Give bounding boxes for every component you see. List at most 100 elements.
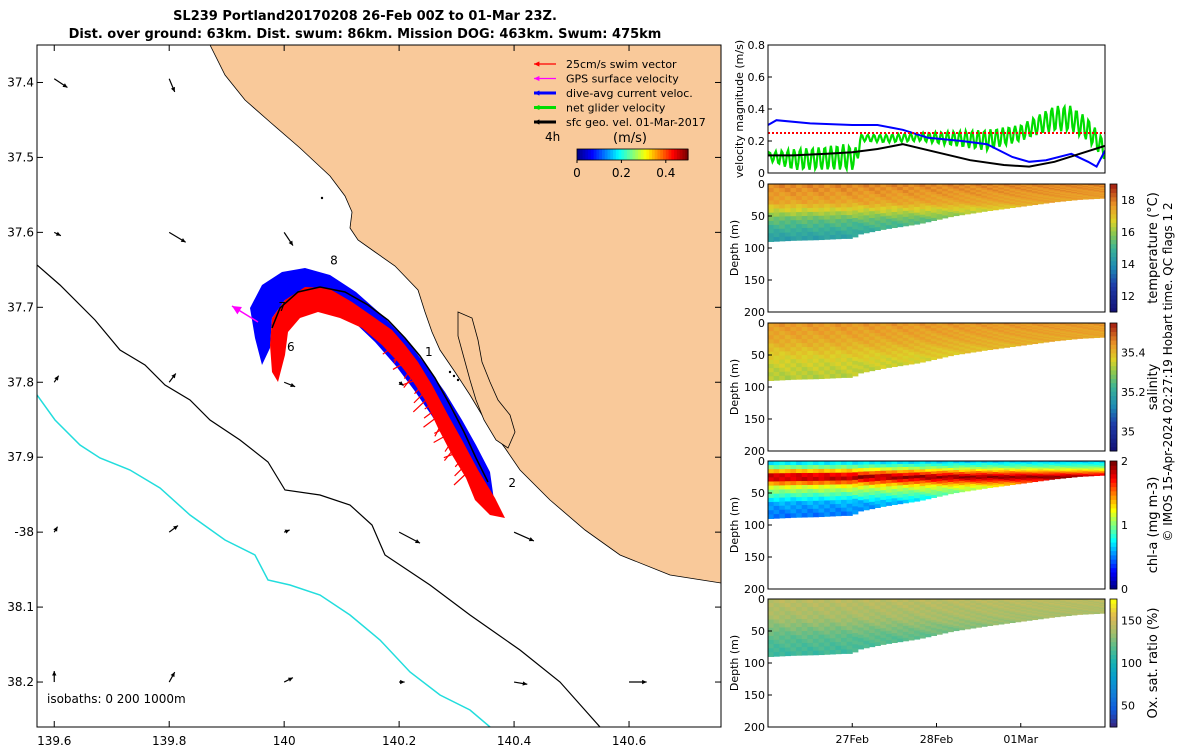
section-cell-1-25-2 <box>908 328 915 333</box>
section-cell-0-20-11 <box>880 219 887 224</box>
section-cell-1-57-9 <box>1088 332 1095 335</box>
section-cell-1-25-10 <box>908 352 915 356</box>
section-cell-2-48-9 <box>1037 473 1044 476</box>
section-cell-2-44-12 <box>1015 480 1022 483</box>
section-cell-3-36-2 <box>970 603 977 606</box>
section-cell-2-25-6 <box>908 478 915 482</box>
section-cell-0-27-10 <box>919 211 926 216</box>
section-colorbar-cell-2-4 <box>1110 567 1117 573</box>
section-cell-2-54-6 <box>1071 467 1078 470</box>
section-cell-3-7-4 <box>807 614 814 620</box>
section-cell-0-15-4 <box>852 199 859 204</box>
section-cell-2-9-0 <box>818 461 825 466</box>
track-label-0: 1 <box>425 345 433 359</box>
section-cell-3-23-8 <box>897 623 904 627</box>
section-cell-2-21-3 <box>885 470 893 475</box>
section-cell-3-12-2 <box>835 606 842 612</box>
section-cell-3-47-3 <box>1031 603 1039 606</box>
section-cell-3-31-1 <box>942 601 949 605</box>
section-cell-3-49-13 <box>1043 616 1050 619</box>
section-cell-0-51-7 <box>1054 192 1061 195</box>
section-cell-3-11-10 <box>829 638 836 643</box>
section-cell-2-13-6 <box>841 484 848 489</box>
section-cell-1-3-13 <box>784 375 791 381</box>
section-cell-0-19-4 <box>874 197 881 202</box>
section-cell-2-9-8 <box>818 492 825 498</box>
section-cell-0-45-2 <box>1020 187 1027 190</box>
section-cell-1-49-3 <box>1043 327 1050 329</box>
section-cell-2-49-8 <box>1043 471 1050 474</box>
section-cell-0-17-1 <box>863 187 870 192</box>
section-cell-3-3-1 <box>784 603 791 608</box>
section-cell-3-35-7 <box>964 613 971 617</box>
section-cell-2-19-10 <box>874 494 881 499</box>
section-cell-1-44-11 <box>1015 340 1022 344</box>
section-cell-3-58-5 <box>1093 604 1100 606</box>
section-cell-3-18-7 <box>869 622 876 627</box>
section-cell-0-33-2 <box>953 188 960 192</box>
section-cell-0-8-4 <box>812 199 820 205</box>
section-cell-3-23-0 <box>897 599 904 603</box>
section-cell-3-11-11 <box>829 642 836 647</box>
section-cell-0-30-2 <box>936 189 943 193</box>
section-cell-1-51-2 <box>1054 325 1061 328</box>
section-cell-3-50-13 <box>1048 615 1055 618</box>
section-cell-3-31-8 <box>942 618 949 622</box>
section-cell-0-35-3 <box>964 190 971 194</box>
section-colorbar-cell-0-17 <box>1110 235 1117 240</box>
section-cell-1-58-12 <box>1093 335 1100 337</box>
section-cell-2-4-0 <box>790 461 797 466</box>
section-cell-1-51-11 <box>1054 336 1061 339</box>
section-cell-0-55-1 <box>1076 185 1084 187</box>
section-cell-1-16-4 <box>857 337 864 342</box>
section-cell-2-28-5 <box>925 474 932 478</box>
section-colorbar-cell-2-0 <box>1110 584 1117 590</box>
map-y-tick-label-8: 38.2 <box>7 675 34 689</box>
section-cell-1-6-9 <box>801 359 808 364</box>
section-cell-1-41-11 <box>998 342 1005 345</box>
section-cell-2-32-10 <box>947 484 954 488</box>
section-cell-3-41-12 <box>998 620 1005 623</box>
section-cell-1-29-0 <box>930 323 937 327</box>
isobath-200m <box>37 264 601 727</box>
section-cell-3-40-5 <box>992 608 999 611</box>
section-cell-3-30-10 <box>936 624 943 628</box>
section-cell-1-16-10 <box>857 358 864 363</box>
section-cell-2-37-1 <box>975 463 982 466</box>
section-cell-0-24-9 <box>902 210 909 215</box>
section-cell-0-22-12 <box>891 221 898 225</box>
section-cell-2-14-5 <box>846 480 853 485</box>
section-cell-2-40-3 <box>992 466 999 469</box>
section-cell-1-39-11 <box>987 343 994 347</box>
section-cell-2-39-10 <box>987 479 994 483</box>
section-cell-2-49-12 <box>1043 477 1050 480</box>
section-colorbar-cell-2-28 <box>1110 465 1117 471</box>
section-cell-1-44-13 <box>1015 344 1022 347</box>
section-cell-0-1-2 <box>773 192 780 197</box>
section-cell-0-23-6 <box>897 202 904 206</box>
section-cell-1-30-7 <box>936 340 943 344</box>
section-cell-0-21-13 <box>885 225 893 229</box>
section-cell-0-14-1 <box>846 187 853 193</box>
section-cell-3-20-1 <box>880 602 887 606</box>
section-cell-0-40-8 <box>992 198 999 202</box>
section-cell-0-46-8 <box>1026 196 1033 199</box>
section-cell-3-1-1 <box>773 603 780 608</box>
section-cell-3-8-12 <box>812 646 820 652</box>
section-cell-0-38-7 <box>981 197 988 201</box>
section-cell-1-4-0 <box>790 323 797 328</box>
section-cell-2-3-9 <box>784 497 791 502</box>
section-cell-3-47-0 <box>1031 599 1039 601</box>
section-cell-3-59-1 <box>1099 600 1106 602</box>
section-cell-1-13-9 <box>841 357 848 363</box>
section-cell-1-43-0 <box>1009 323 1016 326</box>
depth-y-tick-label-3-3: 150 <box>744 689 765 702</box>
section-cell-1-8-8 <box>812 354 820 360</box>
section-cell-3-24-1 <box>902 601 909 606</box>
section-cell-2-47-5 <box>1031 468 1039 471</box>
section-cell-2-44-0 <box>1015 461 1022 464</box>
section-cell-2-50-2 <box>1048 463 1055 466</box>
section-cell-0-19-10 <box>874 217 881 222</box>
colorbar-cell-6 <box>593 149 598 160</box>
section-cell-0-39-7 <box>987 197 994 200</box>
